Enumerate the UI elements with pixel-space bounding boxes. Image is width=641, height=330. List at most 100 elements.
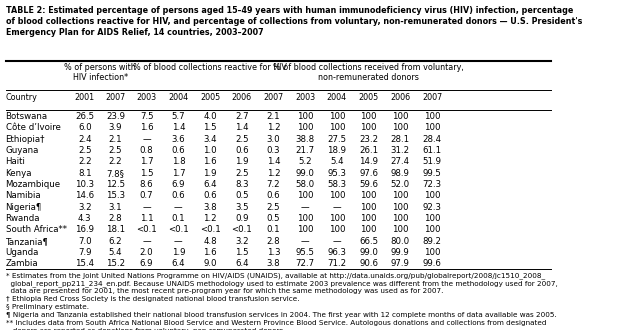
Text: 0.8: 0.8 xyxy=(140,146,153,155)
Text: 1.6: 1.6 xyxy=(203,157,217,166)
Text: 2.7: 2.7 xyxy=(235,112,249,121)
Text: 97.9: 97.9 xyxy=(391,259,410,269)
Text: 99.5: 99.5 xyxy=(422,169,442,178)
Text: 2004: 2004 xyxy=(169,93,188,102)
Text: 99.6: 99.6 xyxy=(422,259,442,269)
Text: 95.5: 95.5 xyxy=(296,248,315,257)
Text: 2.5: 2.5 xyxy=(267,203,280,212)
Text: 1.0: 1.0 xyxy=(203,146,217,155)
Text: 2.8: 2.8 xyxy=(108,214,122,223)
Text: 100: 100 xyxy=(360,112,377,121)
Text: 97.6: 97.6 xyxy=(359,169,378,178)
Text: 0.6: 0.6 xyxy=(203,191,217,200)
Text: 38.8: 38.8 xyxy=(296,135,315,144)
Text: 0.5: 0.5 xyxy=(267,214,280,223)
Text: 26.5: 26.5 xyxy=(75,112,94,121)
Text: 100: 100 xyxy=(297,225,313,234)
Text: 100: 100 xyxy=(424,214,440,223)
Text: —: — xyxy=(333,237,341,246)
Text: 26.1: 26.1 xyxy=(359,146,378,155)
Text: —: — xyxy=(333,203,341,212)
Text: 0.6: 0.6 xyxy=(235,146,249,155)
Text: 0.7: 0.7 xyxy=(140,191,153,200)
Text: 27.4: 27.4 xyxy=(391,157,410,166)
Text: 100: 100 xyxy=(424,112,440,121)
Text: 100: 100 xyxy=(329,225,345,234)
Text: 28.4: 28.4 xyxy=(422,135,442,144)
Text: 1.9: 1.9 xyxy=(203,169,217,178)
Text: Côte d’Ivoire: Côte d’Ivoire xyxy=(6,123,60,132)
Text: 7.5: 7.5 xyxy=(140,112,153,121)
Text: 1.2: 1.2 xyxy=(203,214,217,223)
Text: 3.4: 3.4 xyxy=(203,135,217,144)
Text: Ethiopia†: Ethiopia† xyxy=(6,135,45,144)
Text: 23.9: 23.9 xyxy=(106,112,125,121)
Text: 1.9: 1.9 xyxy=(235,157,249,166)
Text: ** Includes data from South Africa National Blood Service and Western Province B: ** Includes data from South Africa Natio… xyxy=(6,320,546,326)
Text: 6.4: 6.4 xyxy=(172,259,185,269)
Text: 3.1: 3.1 xyxy=(108,203,122,212)
Text: 10.3: 10.3 xyxy=(75,180,94,189)
Text: 6.4: 6.4 xyxy=(235,259,249,269)
Text: 100: 100 xyxy=(329,214,345,223)
Text: 0.6: 0.6 xyxy=(267,191,280,200)
Text: % of blood collections received from voluntary,
non-remunerated donors: % of blood collections received from vol… xyxy=(273,63,464,82)
Text: 3.8: 3.8 xyxy=(203,203,217,212)
Text: —: — xyxy=(174,203,183,212)
Text: 0.6: 0.6 xyxy=(172,191,185,200)
Text: 100: 100 xyxy=(297,123,313,132)
Text: 3.2: 3.2 xyxy=(235,237,249,246)
Text: 2007: 2007 xyxy=(263,93,283,102)
Text: TABLE 2: Estimated percentage of persons aged 15–49 years with human immunodefic: TABLE 2: Estimated percentage of persons… xyxy=(6,6,582,37)
Text: 3.9: 3.9 xyxy=(109,123,122,132)
Text: 100: 100 xyxy=(360,225,377,234)
Text: 9.0: 9.0 xyxy=(203,259,217,269)
Text: 90.6: 90.6 xyxy=(359,259,378,269)
Text: 31.2: 31.2 xyxy=(391,146,410,155)
Text: 99.0: 99.0 xyxy=(359,248,378,257)
Text: Tanzania¶: Tanzania¶ xyxy=(6,237,49,246)
Text: 2006: 2006 xyxy=(231,93,252,102)
Text: 99.0: 99.0 xyxy=(296,169,315,178)
Text: 2.5: 2.5 xyxy=(235,135,249,144)
Text: <0.1: <0.1 xyxy=(231,225,252,234)
Text: 1.2: 1.2 xyxy=(267,169,280,178)
Text: 95.3: 95.3 xyxy=(328,169,346,178)
Text: 6.9: 6.9 xyxy=(172,180,185,189)
Text: 15.2: 15.2 xyxy=(106,259,125,269)
Text: 80.0: 80.0 xyxy=(391,237,410,246)
Text: 4.3: 4.3 xyxy=(78,214,92,223)
Text: 8.1: 8.1 xyxy=(78,169,92,178)
Text: 1.5: 1.5 xyxy=(203,123,217,132)
Text: 6.9: 6.9 xyxy=(140,259,153,269)
Text: 2.4: 2.4 xyxy=(78,135,92,144)
Text: 72.3: 72.3 xyxy=(422,180,442,189)
Text: 6.0: 6.0 xyxy=(78,123,92,132)
Text: 15.3: 15.3 xyxy=(106,191,125,200)
Text: 1.4: 1.4 xyxy=(267,157,280,166)
Text: 2.8: 2.8 xyxy=(267,237,280,246)
Text: 92.3: 92.3 xyxy=(422,203,442,212)
Text: 100: 100 xyxy=(297,191,313,200)
Text: 7.9: 7.9 xyxy=(78,248,92,257)
Text: 2.5: 2.5 xyxy=(235,169,249,178)
Text: Uganda: Uganda xyxy=(6,248,39,257)
Text: 100: 100 xyxy=(297,214,313,223)
Text: 100: 100 xyxy=(360,123,377,132)
Text: —: — xyxy=(142,203,151,212)
Text: 59.6: 59.6 xyxy=(359,180,378,189)
Text: 1.4: 1.4 xyxy=(172,123,185,132)
Text: 96.3: 96.3 xyxy=(328,248,346,257)
Text: Country: Country xyxy=(6,93,37,102)
Text: 100: 100 xyxy=(424,225,440,234)
Text: 5.2: 5.2 xyxy=(299,157,312,166)
Text: 1.7: 1.7 xyxy=(140,157,153,166)
Text: 2003: 2003 xyxy=(295,93,315,102)
Text: 14.9: 14.9 xyxy=(359,157,378,166)
Text: 0.9: 0.9 xyxy=(235,214,249,223)
Text: —: — xyxy=(301,237,310,246)
Text: Nigeria¶: Nigeria¶ xyxy=(6,203,42,212)
Text: 100: 100 xyxy=(360,191,377,200)
Text: % of blood collections reactive for HIV: % of blood collections reactive for HIV xyxy=(133,63,287,72)
Text: —: — xyxy=(142,237,151,246)
